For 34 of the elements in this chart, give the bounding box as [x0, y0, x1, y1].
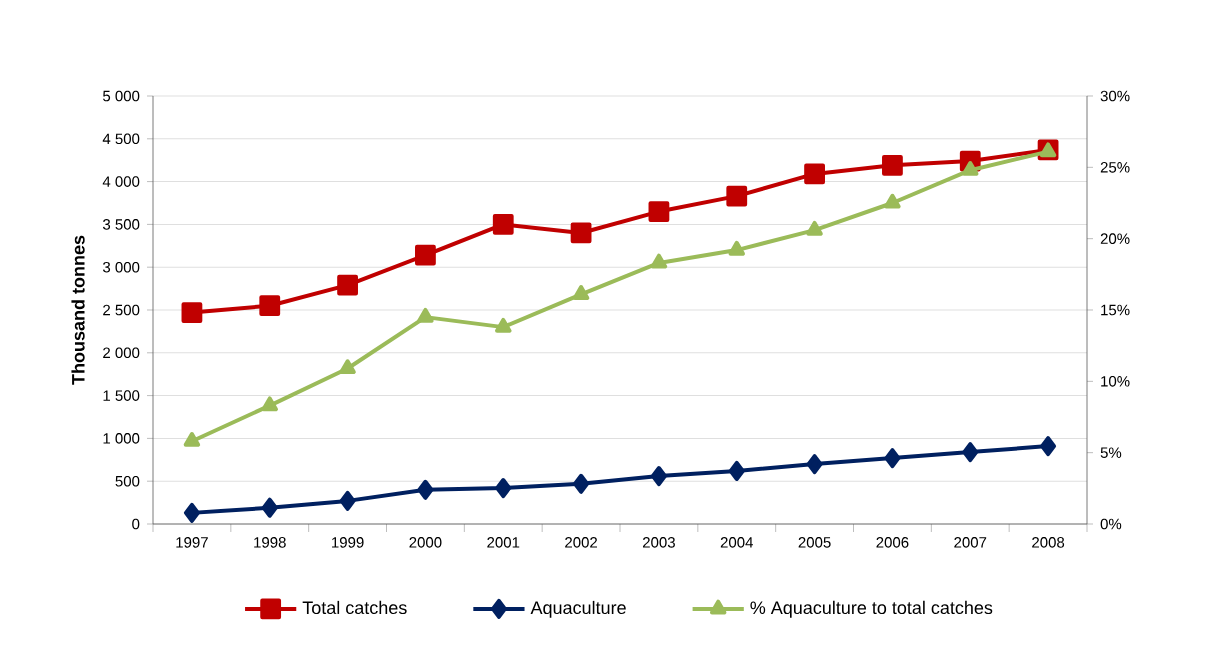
y2-tick-label: 30% — [1100, 90, 1130, 102]
y-tick-label: 3 500 — [102, 219, 140, 230]
y-tick-label: 2 500 — [103, 304, 140, 316]
y-tick-label: 2 000 — [103, 347, 140, 359]
y2-tick-label: 0% — [1100, 518, 1122, 530]
x-tick-label: 2006 — [876, 537, 909, 548]
x-tick-label: 2005 — [798, 537, 831, 548]
y-tick-label: 5 000 — [103, 90, 140, 102]
x-tick-label: 1998 — [254, 537, 286, 548]
x-tick-label: 2001 — [487, 537, 520, 548]
y-tick-label: 1 000 — [103, 433, 140, 444]
x-tick-label: 2007 — [954, 537, 987, 548]
legend-label: Aquaculture — [530, 600, 626, 618]
y-tick-label: 3 000 — [102, 261, 140, 273]
y-tick-label: 0 — [132, 518, 140, 530]
x-tick-label: 2004 — [720, 537, 753, 548]
x-tick-label: 2008 — [1032, 537, 1065, 548]
y2-tick-label: 5% — [1100, 447, 1122, 458]
y-tick-label: 4 500 — [102, 133, 140, 145]
y2-tick-label: 20% — [1100, 233, 1130, 244]
legend-label: Total catches — [302, 600, 407, 615]
x-tick-label: 2000 — [409, 537, 442, 548]
y-tick-label: 1 500 — [103, 390, 140, 401]
legend-label: % Aquaculture to total catches — [750, 600, 993, 618]
y-axis-title: Thousand tonnes — [71, 235, 85, 385]
x-tick-label: 1999 — [332, 537, 364, 548]
x-tick-label: 1997 — [176, 537, 208, 548]
y2-tick-label: 10% — [1101, 376, 1130, 387]
x-tick-label: 2003 — [642, 537, 675, 548]
x-tick-label: 2002 — [565, 537, 598, 548]
y2-tick-label: 25% — [1100, 162, 1130, 173]
y2-tick-label: 15% — [1101, 304, 1130, 316]
y-tick-label: 500 — [115, 475, 140, 487]
y-tick-label: 4 000 — [102, 176, 140, 187]
